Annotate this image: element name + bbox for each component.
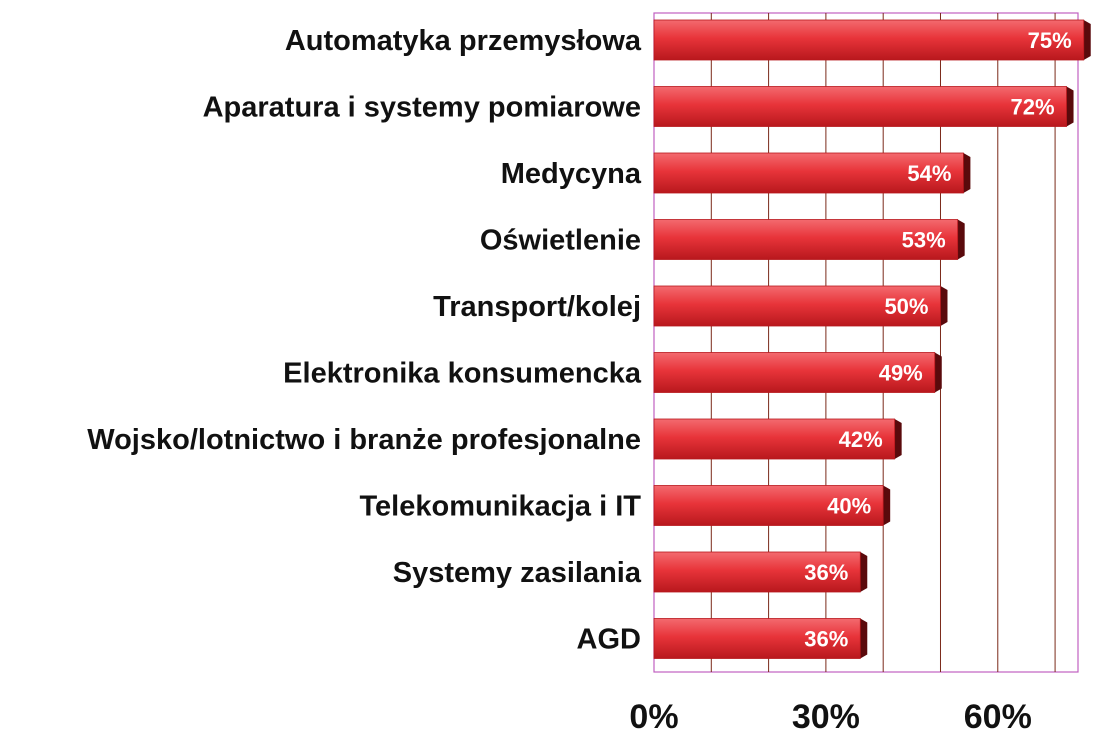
category-label: AGD	[577, 624, 641, 656]
bar-value-label: 42%	[839, 427, 883, 452]
category-labels: Automatyka przemysłowa Aparatura i system…	[87, 25, 642, 656]
bar	[653, 485, 884, 526]
x-tick-label: 30%	[792, 698, 860, 736]
x-axis-ticks: 0% 30% 60%	[629, 698, 1031, 736]
bar	[653, 618, 861, 659]
category-label: Telekomunikacja i IT	[359, 491, 641, 523]
x-tick-label: 60%	[964, 698, 1032, 736]
bar	[653, 152, 964, 194]
category-label: Transport/kolej	[433, 291, 641, 323]
bar-value-label: 72%	[1010, 95, 1054, 120]
bar-value-label: 75%	[1028, 28, 1072, 53]
bar-value-label: 54%	[907, 161, 951, 186]
category-label: Systemy zasilania	[393, 557, 642, 589]
bar	[653, 219, 959, 260]
category-label: Automatyka przemysłowa	[285, 25, 642, 57]
bar-value-label: 53%	[902, 228, 946, 253]
x-tick-label: 0%	[629, 698, 678, 736]
bar	[653, 352, 936, 393]
bar	[653, 418, 896, 460]
category-label: Oświetlenie	[480, 225, 641, 257]
category-label: Medycyna	[501, 158, 642, 190]
bar-value-label: 36%	[804, 627, 848, 652]
bar-value-label: 49%	[879, 361, 923, 386]
bar-value-label: 50%	[884, 294, 928, 319]
bar	[653, 551, 861, 593]
bar	[653, 86, 1067, 127]
category-label: Elektronika konsumencka	[283, 358, 642, 390]
category-label: Aparatura i systemy pomiarowe	[203, 92, 641, 124]
bar-value-label: 36%	[804, 560, 848, 585]
bar	[653, 285, 941, 327]
plot-border	[653, 12, 1079, 673]
bar-value-label: 40%	[827, 494, 871, 519]
bar	[653, 19, 1085, 61]
bars: 75% 72% 54% 53% 50% 49% 42% 40% 36% 36%	[653, 19, 1091, 659]
category-label: Wojsko/lotnictwo i branże profesjonalne	[87, 424, 641, 456]
